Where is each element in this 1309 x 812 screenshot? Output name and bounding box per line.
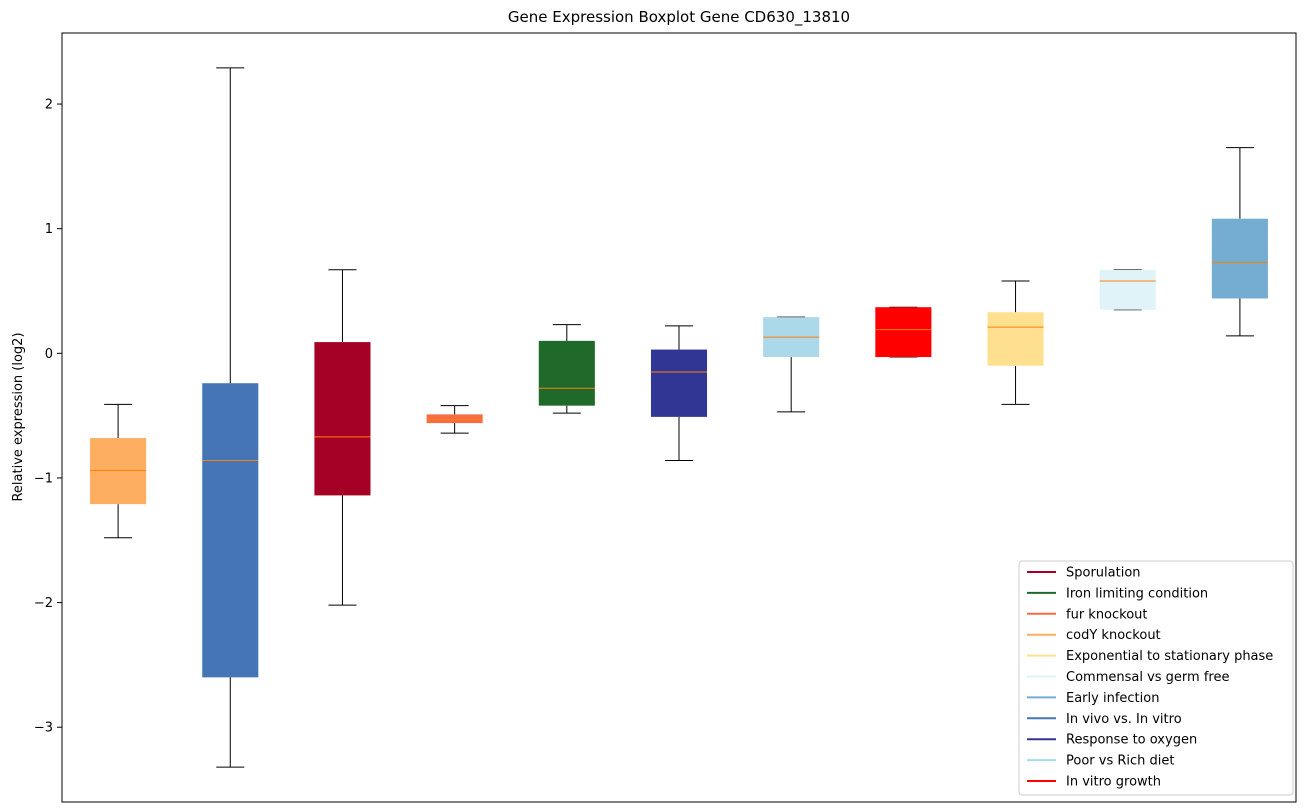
legend-label: Iron limiting condition xyxy=(1066,586,1208,601)
legend-item: In vivo vs. In vitro xyxy=(1027,712,1182,727)
box-body xyxy=(538,340,595,406)
box-group xyxy=(538,324,595,414)
box-group xyxy=(763,316,820,413)
plot-frame xyxy=(61,32,1297,803)
box-group xyxy=(426,405,483,434)
box-group xyxy=(1211,147,1268,337)
chart-title: Gene Expression Boxplot Gene CD630_13810 xyxy=(508,8,850,27)
legend-item: Response to oxygen xyxy=(1027,733,1197,748)
box-group xyxy=(650,325,708,461)
box-group xyxy=(202,67,259,768)
box-body xyxy=(987,312,1044,366)
box-body xyxy=(1211,218,1268,299)
legend-label: In vitro growth xyxy=(1066,775,1161,790)
legend-label: Exponential to stationary phase xyxy=(1066,649,1273,664)
legend-label: Response to oxygen xyxy=(1066,733,1197,748)
box-group xyxy=(90,403,147,539)
legend-frame xyxy=(1018,560,1294,796)
y-tick-label: 2 xyxy=(45,98,53,113)
box-body xyxy=(202,383,259,678)
box-body xyxy=(1099,269,1156,310)
box-group xyxy=(987,280,1044,405)
legend-label: fur knockout xyxy=(1066,607,1148,622)
legend-label: Commensal vs germ free xyxy=(1066,670,1229,685)
legend-item: Early infection xyxy=(1027,691,1159,706)
box-group xyxy=(314,269,371,606)
legend-item: Exponential to stationary phase xyxy=(1027,649,1273,664)
box-body xyxy=(650,349,708,417)
y-tick-label: 0 xyxy=(45,347,53,362)
box-body xyxy=(426,414,483,424)
box-series xyxy=(90,67,1268,768)
legend-item: Commensal vs germ free xyxy=(1027,670,1229,685)
legend-label: Early infection xyxy=(1066,691,1159,706)
box-body xyxy=(90,438,147,505)
legend-item: fur knockout xyxy=(1027,607,1148,622)
legend-label: Poor vs Rich diet xyxy=(1066,754,1174,769)
legend-label: In vivo vs. In vitro xyxy=(1066,712,1182,727)
y-axis-label: Relative expression (log2) xyxy=(11,332,26,501)
legend-item: codY knockout xyxy=(1027,628,1161,643)
legend-item: Poor vs Rich diet xyxy=(1027,754,1174,769)
legend: Sporulation Iron limiting condition fur kn… xyxy=(1018,560,1294,796)
y-tick-label: −3 xyxy=(34,721,53,736)
box-group xyxy=(875,306,932,358)
y-tick-label: 1 xyxy=(45,222,53,237)
y-tick-label: −1 xyxy=(34,471,53,486)
legend-label: codY knockout xyxy=(1066,628,1161,643)
box-group xyxy=(1099,269,1156,311)
y-tick-label: −2 xyxy=(34,596,53,611)
y-axis-ticks: −3 −2 −1 0 1 2 xyxy=(34,98,62,736)
box-body xyxy=(314,342,371,496)
legend-item: In vitro growth xyxy=(1027,775,1161,790)
legend-label: Sporulation xyxy=(1066,566,1141,581)
legend-item: Iron limiting condition xyxy=(1027,586,1208,601)
box-body xyxy=(875,307,932,358)
legend-item: Sporulation xyxy=(1027,566,1141,581)
